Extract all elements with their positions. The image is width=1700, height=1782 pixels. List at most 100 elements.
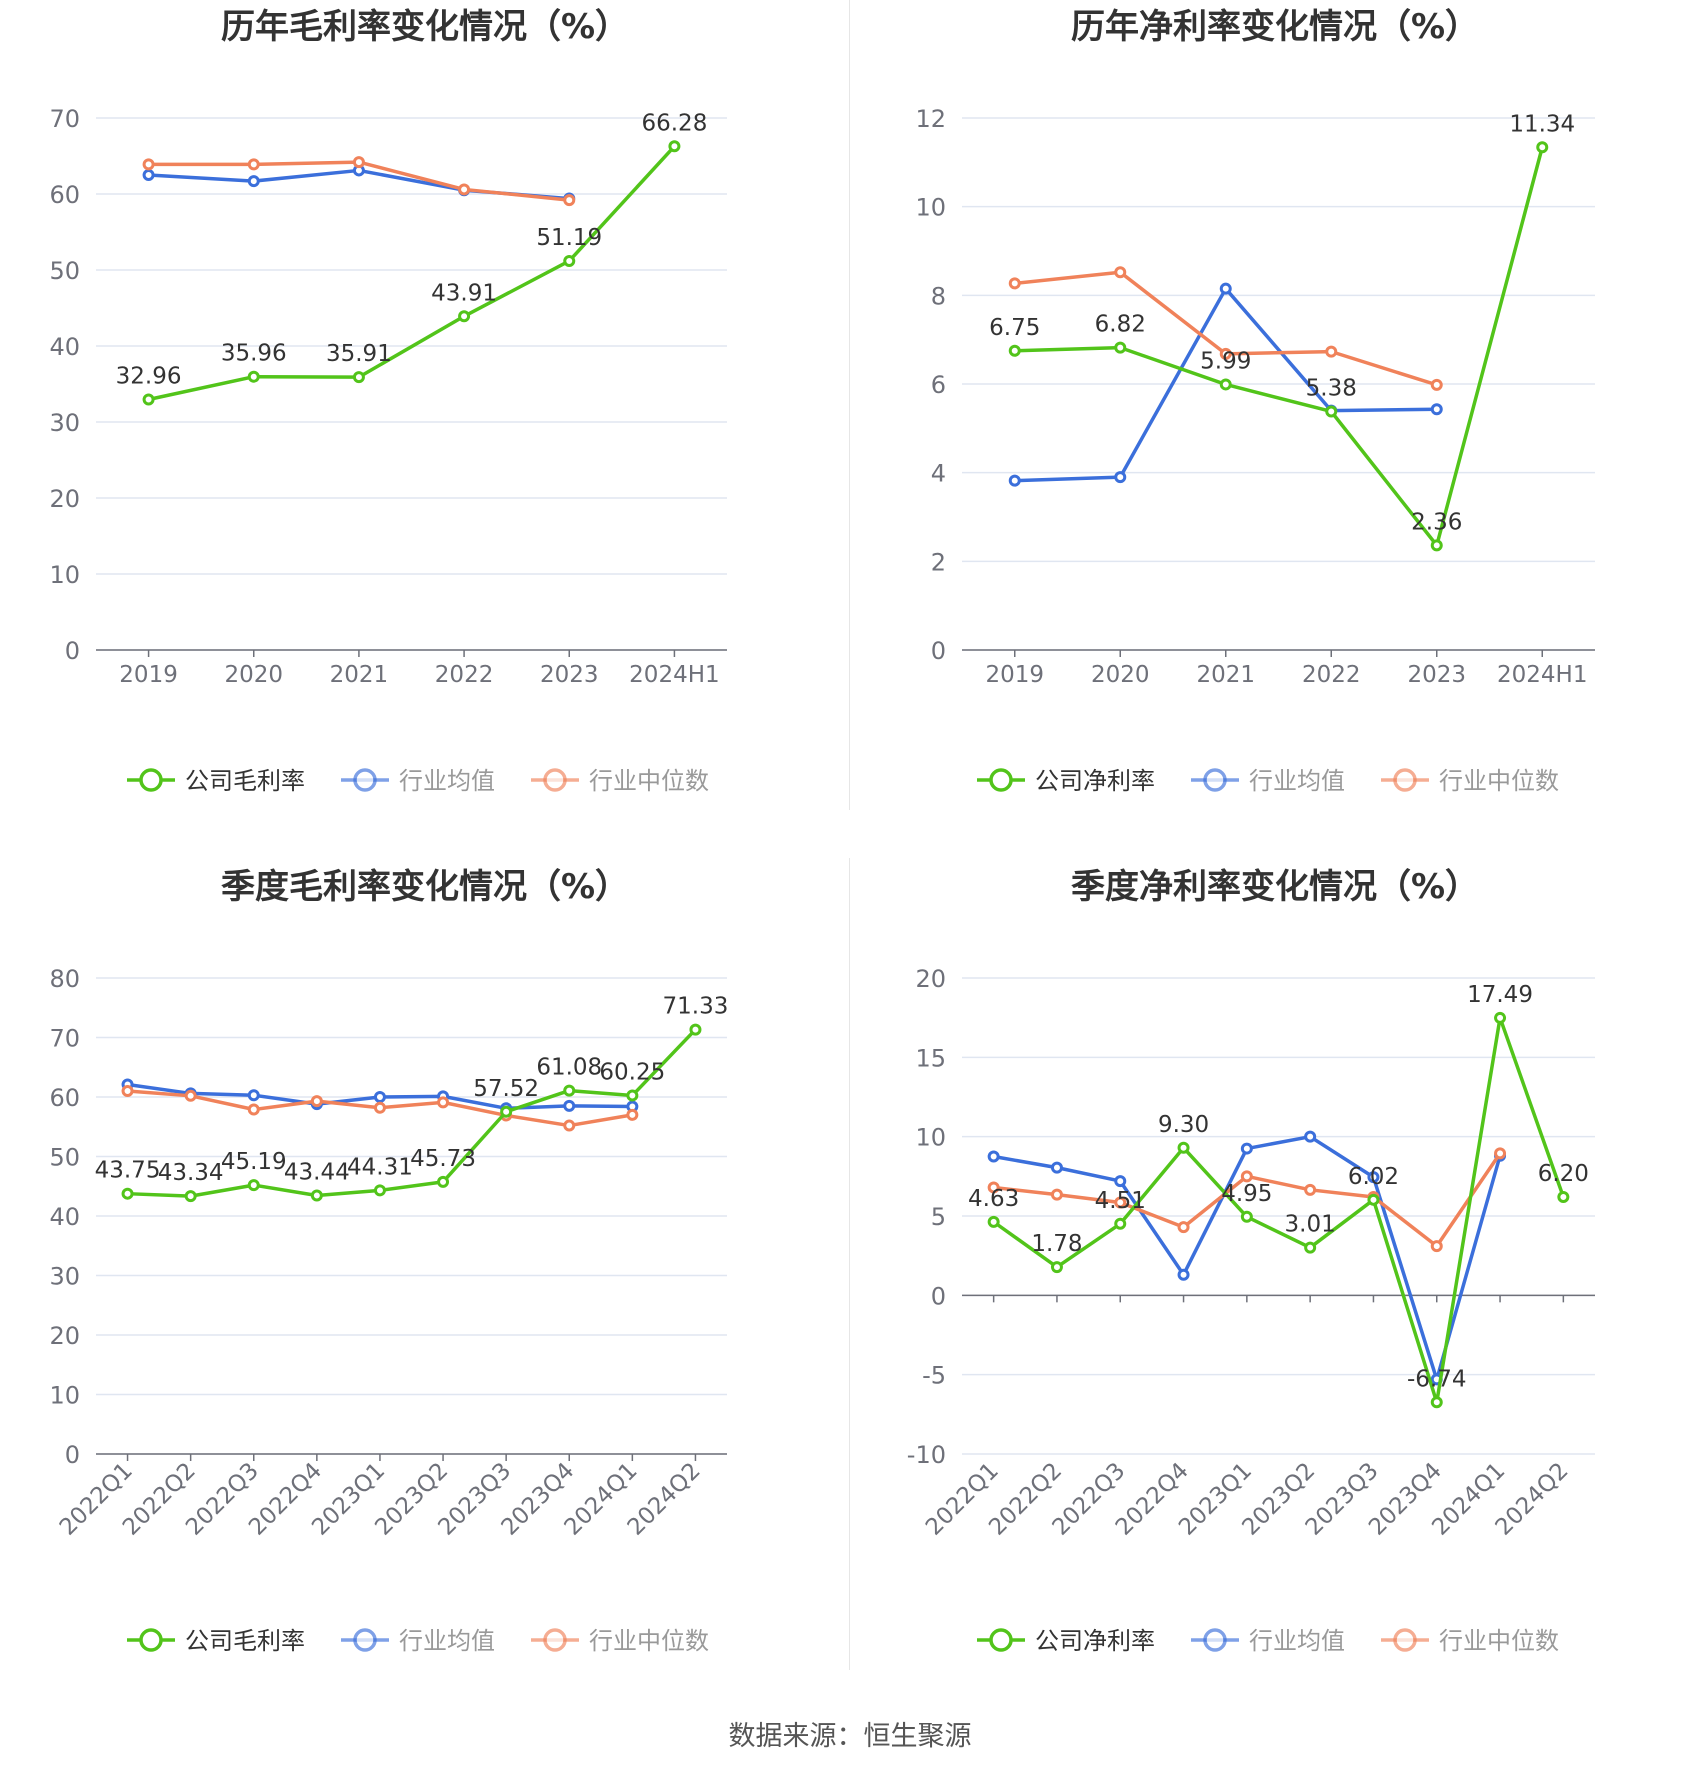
legend-item-industry-average: 行业均值 (341, 1627, 495, 1655)
y-tick-label: 70 (49, 105, 80, 133)
data-point (1367, 1171, 1380, 1184)
data-point (1536, 141, 1549, 154)
legend-marker (1393, 768, 1417, 792)
data-label: 32.96 (116, 364, 182, 390)
legend-item-industry-median: 行业中位数 (531, 767, 709, 795)
data-label: 60.25 (599, 1060, 665, 1086)
data-point (626, 1108, 639, 1121)
data-point (1430, 378, 1443, 391)
data-point (1008, 474, 1021, 487)
data-label: 4.95 (1221, 1181, 1272, 1207)
data-label: 43.34 (158, 1160, 224, 1186)
data-point (1219, 347, 1232, 360)
legend-label: 行业中位数 (589, 767, 709, 795)
data-point (310, 1095, 323, 1108)
data-label: 6.20 (1538, 1161, 1589, 1187)
data-point (1367, 1193, 1380, 1206)
y-tick-label: 30 (49, 409, 80, 437)
data-label: 11.34 (1509, 111, 1575, 137)
data-label: 43.44 (284, 1160, 350, 1186)
data-point (1304, 1241, 1317, 1254)
data-label: 61.08 (536, 1055, 602, 1081)
panel-divider-bottom (849, 858, 850, 1670)
y-tick-label: 10 (49, 1382, 80, 1410)
y-tick-label: 80 (49, 965, 80, 993)
data-point (247, 1103, 260, 1116)
y-tick-label: 30 (49, 1263, 80, 1291)
data-label: 35.96 (221, 341, 287, 367)
y-tick-label: -10 (907, 1441, 946, 1469)
data-label: 5.99 (1200, 348, 1251, 374)
legend-item-company: 公司毛利率 (127, 1627, 305, 1655)
legend-item-industry-median: 行业中位数 (1381, 1627, 1559, 1655)
y-tick-label: 0 (931, 637, 946, 665)
legend-label: 行业均值 (1249, 1627, 1345, 1655)
y-tick-label: 12 (915, 105, 946, 133)
chart-svg: 历年毛利率变化情况（%） 0 10 20 30 40 50 60 70 2019 2020 2021 2… (49, 7, 727, 795)
y-tick-label: 60 (49, 1084, 80, 1112)
y-tick-label: 15 (915, 1044, 946, 1072)
legend-item-company: 公司净利率 (977, 1627, 1155, 1655)
data-point (1050, 1188, 1063, 1201)
legend-label: 公司净利率 (1035, 1627, 1155, 1655)
data-label: 4.51 (1095, 1188, 1146, 1214)
y-tick-label: 20 (915, 965, 946, 993)
legend-label: 行业中位数 (1439, 767, 1559, 795)
legend-marker (989, 768, 1013, 792)
data-point (458, 310, 471, 323)
data-label: -6.74 (1407, 1366, 1467, 1392)
data-point (1177, 1268, 1190, 1281)
data-point (1114, 341, 1127, 354)
data-point (142, 393, 155, 406)
data-label: 9.30 (1158, 1112, 1209, 1138)
legend-marker (353, 1628, 377, 1652)
x-tick-label: 2024H1 (1497, 662, 1587, 688)
data-point (1240, 1142, 1253, 1155)
series-company (987, 1011, 1570, 1409)
data-point (184, 1190, 197, 1203)
legend-marker (1203, 768, 1227, 792)
y-tick-label: 0 (65, 1441, 80, 1469)
data-label: 43.75 (95, 1158, 161, 1184)
data-point (121, 1085, 134, 1098)
data-point (987, 1181, 1000, 1194)
data-point (1325, 405, 1338, 418)
data-point (1240, 1170, 1253, 1183)
data-point (1430, 1396, 1443, 1409)
legend-item-industry-median: 行业中位数 (1381, 767, 1559, 795)
data-label: 45.73 (410, 1146, 476, 1172)
data-label: 3.01 (1285, 1212, 1336, 1238)
x-tick-label: 2021 (1196, 662, 1255, 688)
data-point (1430, 403, 1443, 416)
series-company (1008, 141, 1549, 552)
data-point (437, 1096, 450, 1109)
annual-gross-margin-chart: 历年毛利率变化情况（%） 0 10 20 30 40 50 60 70 2019 2020 2021 2… (0, 0, 850, 850)
data-point (1430, 1240, 1443, 1253)
series-company (142, 140, 681, 406)
legend-marker (139, 1628, 163, 1652)
x-tick-label: 2019 (119, 662, 178, 688)
series-line (1014, 146, 1544, 548)
legend-marker (543, 1628, 567, 1652)
data-point (563, 1084, 576, 1097)
series-company (121, 1023, 702, 1203)
data-point (1114, 471, 1127, 484)
data-point (247, 158, 260, 171)
chart-svg: 历年净利率变化情况（%） 0 2 4 6 8 10 12 2019 2020 2021 2022 202… (915, 7, 1595, 795)
legend-label: 行业均值 (399, 1627, 495, 1655)
x-tick-label: 2024H1 (629, 662, 719, 688)
legend-label: 行业中位数 (1439, 1627, 1559, 1655)
data-point (437, 1175, 450, 1188)
series-line (127, 1028, 697, 1198)
quarterly-net-margin-chart: 季度净利率变化情况（%） -10 -5 0 5 10 15 20 2022Q1 2022Q2 202… (850, 860, 1700, 1710)
data-label: 2.36 (1411, 509, 1462, 535)
data-point (563, 194, 576, 207)
chart-title: 季度毛利率变化情况（%） (221, 867, 629, 907)
series-industry-average (987, 1130, 1507, 1386)
data-label: 1.78 (1031, 1231, 1082, 1257)
legend-label: 公司毛利率 (185, 1627, 305, 1655)
legend-item-company: 公司净利率 (977, 767, 1155, 795)
data-label: 6.82 (1095, 312, 1146, 338)
legend-item-industry-average: 行业均值 (1191, 1627, 1345, 1655)
data-point (500, 1105, 513, 1118)
